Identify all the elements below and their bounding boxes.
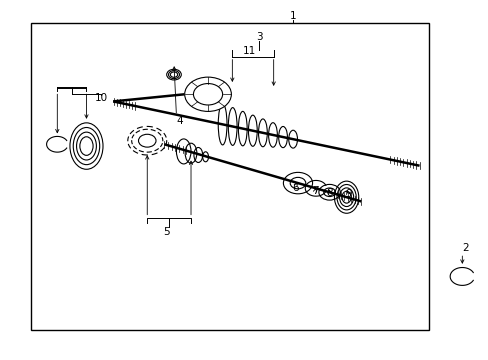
Bar bbox=[30, 23, 428, 330]
Text: 10: 10 bbox=[94, 93, 107, 103]
Text: 3: 3 bbox=[255, 32, 262, 42]
Text: 2: 2 bbox=[462, 243, 468, 253]
Circle shape bbox=[184, 77, 231, 111]
Text: 5: 5 bbox=[163, 227, 170, 237]
Text: 6: 6 bbox=[292, 183, 298, 193]
Text: 8: 8 bbox=[325, 188, 332, 198]
Text: 9: 9 bbox=[345, 189, 351, 199]
Text: 1: 1 bbox=[289, 12, 296, 21]
Text: 4: 4 bbox=[176, 116, 183, 126]
Text: 11: 11 bbox=[242, 46, 255, 57]
Text: 7: 7 bbox=[311, 186, 318, 197]
